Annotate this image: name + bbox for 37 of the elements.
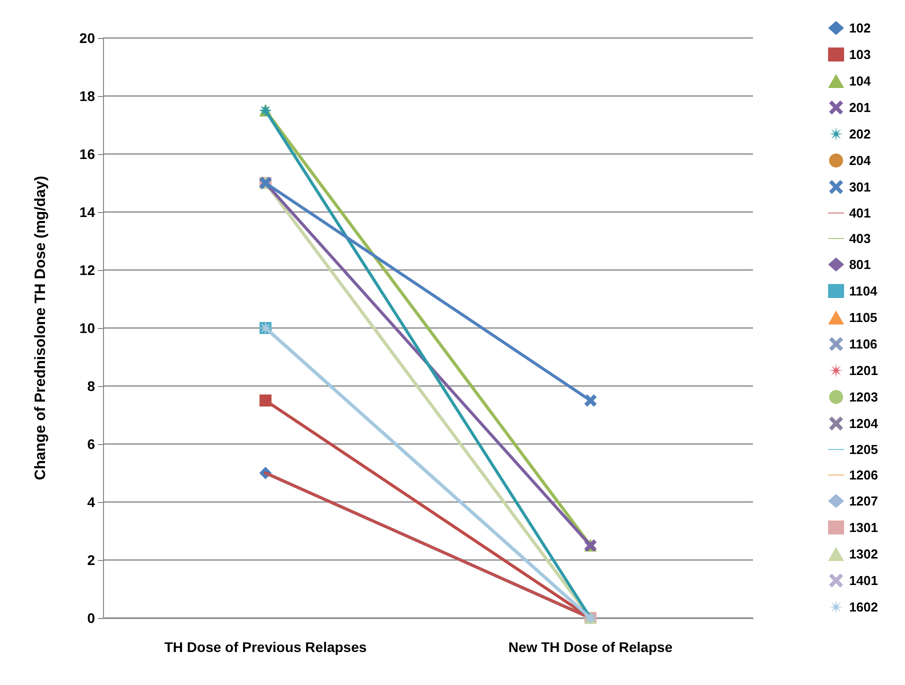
legend-label: 1302 bbox=[849, 546, 878, 562]
legend-label: 201 bbox=[849, 100, 871, 115]
y-tick-label: 14 bbox=[79, 204, 96, 220]
legend-label: 403 bbox=[849, 231, 871, 246]
legend-label: 1106 bbox=[849, 336, 878, 352]
legend-label: 1207 bbox=[849, 494, 878, 508]
y-tick-label: 18 bbox=[79, 88, 96, 104]
legend-label: 1203 bbox=[849, 390, 878, 404]
legend-label: 102 bbox=[849, 20, 871, 36]
y-axis-title: Change of Prednisolone TH Dose (mg/day) bbox=[32, 176, 49, 480]
legend-label: 204 bbox=[849, 153, 872, 168]
legend-label: 1201 bbox=[849, 363, 878, 378]
legend-label: 1301 bbox=[849, 520, 878, 535]
y-tick-label: 2 bbox=[87, 552, 96, 568]
legend-label: 301 bbox=[849, 180, 871, 194]
y-tick-label: 8 bbox=[87, 378, 96, 394]
legend-label: 104 bbox=[849, 74, 872, 88]
legend-label: 401 bbox=[849, 206, 871, 220]
legend-label: 801 bbox=[849, 257, 871, 272]
y-tick-label: 10 bbox=[79, 320, 96, 336]
legend-label: 1204 bbox=[849, 416, 879, 431]
x-tick-label: TH Dose of Previous Relapses bbox=[164, 639, 367, 655]
y-tick-label: 20 bbox=[79, 30, 96, 46]
legend-label: 1602 bbox=[849, 600, 878, 614]
y-tick-label: 12 bbox=[79, 262, 96, 278]
x-tick-label: New TH Dose of Relapse bbox=[508, 639, 673, 655]
y-tick-label: 4 bbox=[87, 494, 96, 510]
legend-label: 1401 bbox=[849, 573, 878, 588]
legend-label: 1205 bbox=[849, 442, 878, 457]
y-tick-label: 0 bbox=[87, 610, 96, 626]
y-tick-label: 6 bbox=[87, 436, 96, 452]
y-tick-label: 16 bbox=[79, 146, 96, 162]
legend-label: 103 bbox=[849, 47, 871, 62]
legend-label: 1104 bbox=[849, 284, 878, 298]
legend-label: 1105 bbox=[849, 310, 878, 325]
legend-label: 202 bbox=[849, 126, 871, 142]
legend-label: 1206 bbox=[849, 468, 878, 482]
